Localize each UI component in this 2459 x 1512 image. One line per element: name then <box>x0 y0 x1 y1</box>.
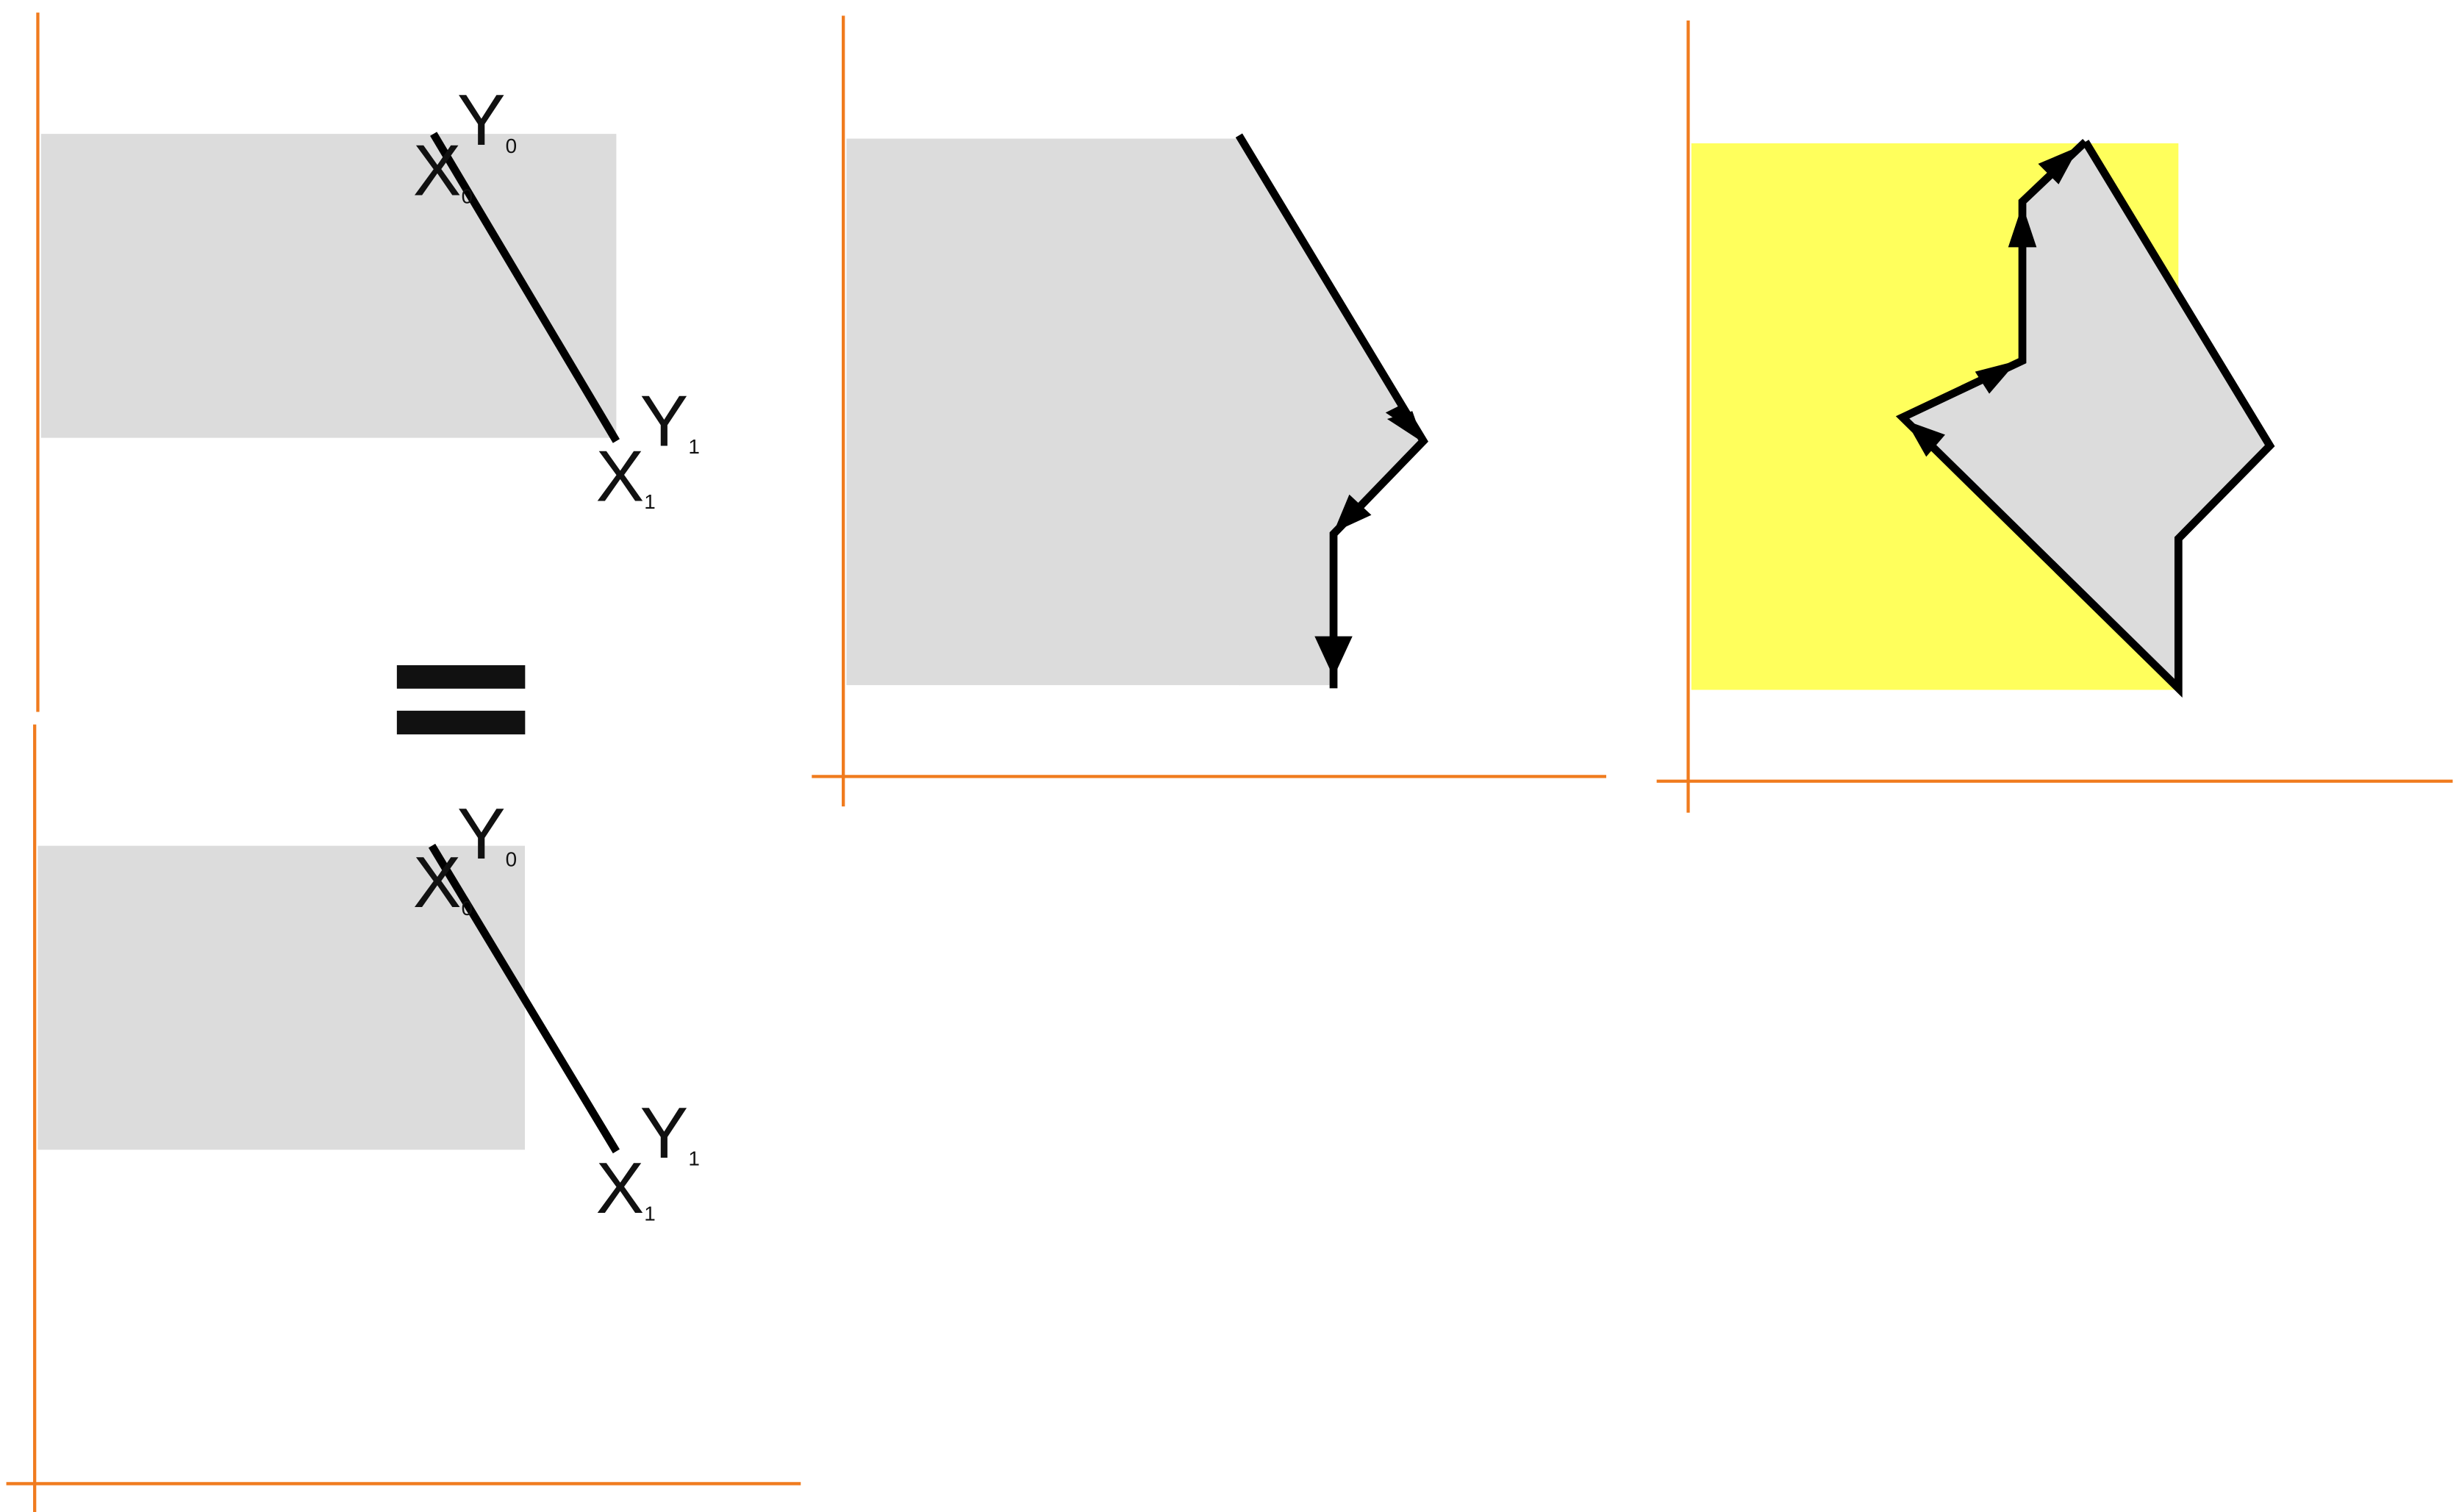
arrowhead-4 <box>2038 146 2080 184</box>
panel-bottom-left: Y0 X0 Y1 X1 <box>6 724 801 1512</box>
arrowhead-3 <box>2008 204 2037 248</box>
label-x0: X0 <box>413 842 473 922</box>
panel-top-left: Y0 X0 Y1 X1 <box>36 12 700 712</box>
arrowhead-2 <box>1975 360 2018 394</box>
shaded-region <box>37 845 526 1150</box>
shaded-region <box>40 134 617 438</box>
label-x1: X1 <box>596 1147 656 1228</box>
label-y0: Y0 <box>457 79 517 160</box>
boundary-edge-line <box>430 132 620 443</box>
arrowhead-2 <box>1386 411 1424 443</box>
arrowhead-4 <box>1314 636 1353 678</box>
label-x0: X0 <box>413 130 473 211</box>
panel-top-right <box>1656 20 2453 813</box>
shaded-region <box>846 138 1241 686</box>
equals-sign: = <box>375 573 547 812</box>
label-y1: Y1 <box>640 380 700 461</box>
label-y0: Y0 <box>457 793 517 874</box>
label-x1: X1 <box>596 435 656 516</box>
label-y1: Y1 <box>640 1092 700 1173</box>
arrowhead-3 <box>1334 494 1372 533</box>
shaded-region-edge <box>1239 138 1424 686</box>
panel-top-middle <box>812 15 1606 807</box>
boundary-path <box>1235 133 1428 689</box>
boundary-edge-line <box>428 843 620 1154</box>
arrowhead-1 <box>1905 420 1945 457</box>
